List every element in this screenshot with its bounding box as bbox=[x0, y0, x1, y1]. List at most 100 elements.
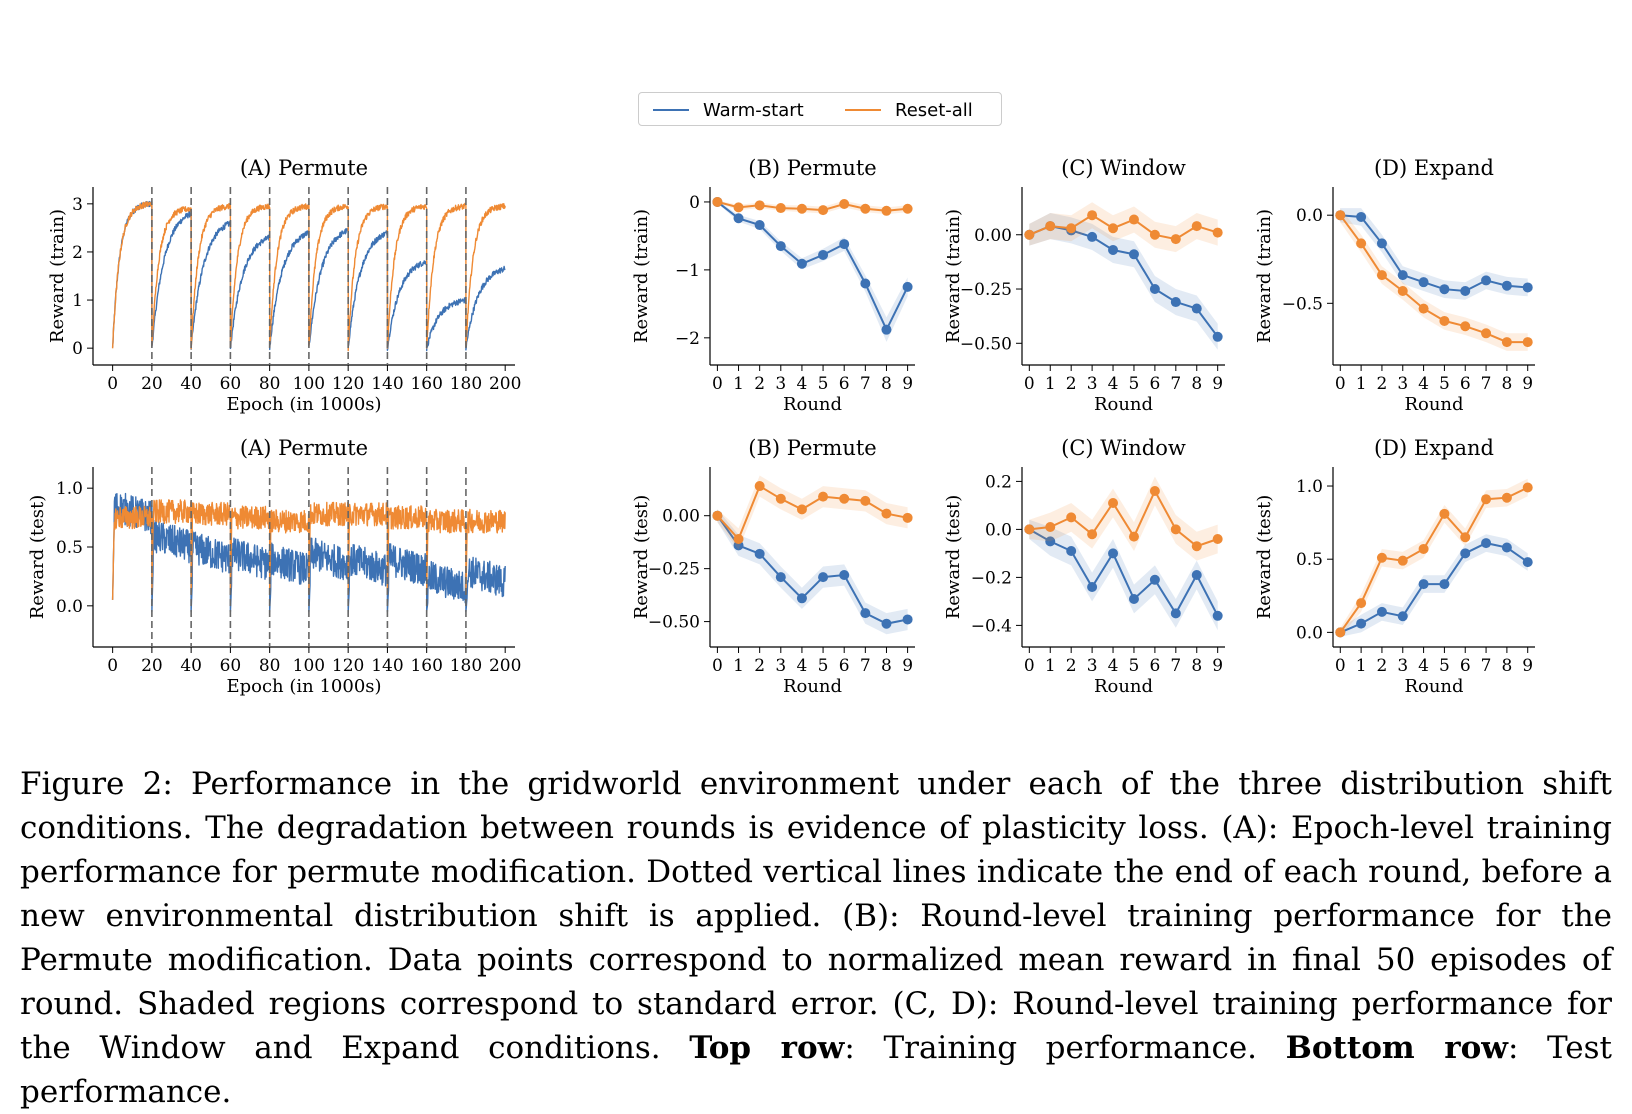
panel-5-xtick-label: 40 bbox=[180, 656, 202, 676]
panel-8-point-warm-start bbox=[1460, 548, 1471, 559]
panel-4-xtick-label: 3 bbox=[1397, 374, 1408, 394]
panel-8-point-reset-all bbox=[1397, 555, 1408, 566]
panel-6-point-reset-all bbox=[775, 493, 786, 504]
panel-4-point-warm-start bbox=[1376, 238, 1387, 249]
panel-2-point-reset-all bbox=[818, 205, 829, 216]
panel-4-xtick-label: 7 bbox=[1481, 374, 1492, 394]
panel-6-point-warm-start bbox=[754, 548, 765, 559]
panel-6-xtick-label: 4 bbox=[797, 656, 808, 676]
panel-2-point-reset-all bbox=[839, 198, 850, 209]
panel-6-point-warm-start bbox=[881, 618, 892, 629]
panel-2-point-warm-start bbox=[775, 241, 786, 252]
panel-4-point-reset-all bbox=[1481, 328, 1492, 339]
panel-2-point-reset-all bbox=[881, 205, 892, 216]
panel-6-ytick-label: −0.50 bbox=[648, 613, 700, 633]
panel-6-ytick-label: 0.00 bbox=[662, 507, 700, 527]
panel-8-point-reset-all bbox=[1439, 508, 1450, 519]
panel-1-xlabel: Epoch (in 1000s) bbox=[226, 394, 381, 415]
panel-6-xtick-label: 0 bbox=[712, 656, 723, 676]
panel-3-point-warm-start bbox=[1212, 331, 1223, 342]
panel-2-ytick-label: −1 bbox=[675, 261, 700, 281]
panel-3-point-warm-start bbox=[1170, 297, 1181, 308]
panel-5-xtick-label: 0 bbox=[107, 656, 118, 676]
panel-2-point-reset-all bbox=[796, 203, 807, 214]
panel-7-ytick-label: 0.2 bbox=[985, 472, 1012, 492]
panel-3-point-warm-start bbox=[1191, 303, 1202, 314]
panel-6-point-reset-all bbox=[902, 512, 913, 523]
panel-2-ylabel: Reward (train) bbox=[631, 209, 652, 343]
panel-2-point-reset-all bbox=[712, 196, 723, 207]
panel-5-xtick-label: 20 bbox=[141, 656, 163, 676]
panel-8-point-warm-start bbox=[1522, 557, 1533, 568]
panel-4-band-warm-start bbox=[1340, 208, 1528, 300]
caption-bold-bottom-row: Bottom row bbox=[1285, 1030, 1508, 1066]
panel-2-point-reset-all bbox=[754, 200, 765, 211]
panel-6-ytick-label: −0.25 bbox=[648, 560, 700, 580]
panel-1-xtick-label: 20 bbox=[141, 374, 163, 394]
figure-caption: Figure 2: Performance in the gridworld e… bbox=[20, 762, 1612, 1114]
panel-7-xtick-label: 8 bbox=[1191, 656, 1202, 676]
panel-5-xtick-label: 160 bbox=[410, 656, 442, 676]
panel-1-ytick-label: 3 bbox=[72, 195, 83, 215]
legend-item-reset-all: Reset-all bbox=[845, 99, 973, 121]
panel-3-xtick-label: 0 bbox=[1024, 374, 1035, 394]
panel-4-point-warm-start bbox=[1418, 277, 1429, 288]
panel-5-ylabel: Reward (test) bbox=[27, 495, 48, 620]
panel-6-title: (B) Permute bbox=[748, 436, 876, 460]
panel-7-xlabel: Round bbox=[1094, 676, 1153, 697]
panel-8-point-reset-all bbox=[1481, 494, 1492, 505]
panel-2-point-reset-all bbox=[902, 203, 913, 214]
panel-4-xtick-label: 6 bbox=[1460, 374, 1471, 394]
panel-7-point-warm-start bbox=[1066, 546, 1077, 556]
panel-5-xtick-label: 60 bbox=[220, 656, 242, 676]
panel-5-xlabel: Epoch (in 1000s) bbox=[226, 676, 381, 697]
panel-4-xlabel: Round bbox=[1404, 394, 1463, 415]
panel-3-band-reset-all bbox=[1029, 202, 1218, 253]
panel-6-point-reset-all bbox=[796, 504, 807, 515]
panel-6-point-warm-start bbox=[818, 572, 829, 583]
panel-8-point-warm-start bbox=[1418, 579, 1429, 590]
panel-8-point-reset-all bbox=[1335, 627, 1346, 638]
panel-8-xtick-label: 0 bbox=[1335, 656, 1346, 676]
panel-7-point-reset-all bbox=[1024, 524, 1035, 535]
panel-3-xtick-label: 3 bbox=[1087, 374, 1098, 394]
panel-4-xtick-label: 1 bbox=[1356, 374, 1367, 394]
panel-8-point-warm-start bbox=[1376, 606, 1387, 617]
panel-3-line-reset-all bbox=[1028, 214, 1218, 241]
panel-7-title: (C) Window bbox=[1061, 436, 1186, 460]
panel-2-title: (B) Permute bbox=[748, 156, 876, 180]
panel-6-xtick-label: 2 bbox=[754, 656, 765, 676]
panel-7-point-reset-all bbox=[1087, 529, 1098, 540]
panel-5-xtick-label: 180 bbox=[450, 656, 482, 676]
panel-6-line-reset-all bbox=[716, 484, 908, 541]
panel-1-xtick-label: 180 bbox=[450, 374, 482, 394]
panel-8-ytick-label: 0.0 bbox=[1296, 623, 1323, 643]
panel-8-xtick-label: 9 bbox=[1522, 656, 1533, 676]
panel-7-ytick-label: 0.0 bbox=[985, 520, 1012, 540]
panel-3-xtick-label: 7 bbox=[1170, 374, 1181, 394]
panel-1-xtick-label: 120 bbox=[332, 374, 364, 394]
panel-5-xtick-label: 80 bbox=[259, 656, 281, 676]
panel-4-point-reset-all bbox=[1460, 321, 1471, 332]
panel-1-xtick-label: 60 bbox=[220, 374, 242, 394]
panel-3-xtick-label: 6 bbox=[1149, 374, 1160, 394]
panel-3-point-reset-all bbox=[1087, 210, 1098, 221]
panel-4-point-reset-all bbox=[1356, 238, 1367, 249]
panel-4-point-reset-all bbox=[1376, 270, 1387, 281]
caption-text-2: : Training performance. bbox=[844, 1030, 1286, 1066]
panel-8-ytick-label: 1.0 bbox=[1296, 477, 1323, 497]
panel-3-xlabel: Round bbox=[1094, 394, 1153, 415]
panel-4-ylabel: Reward (train) bbox=[1254, 209, 1275, 343]
panel-6-xtick-label: 7 bbox=[860, 656, 871, 676]
panel-5-xtick-label: 140 bbox=[371, 656, 403, 676]
panel-4-point-reset-all bbox=[1397, 285, 1408, 296]
panel-6-ylabel: Reward (test) bbox=[631, 495, 652, 620]
panel-8-point-warm-start bbox=[1439, 579, 1450, 590]
panel-7-line-reset-all bbox=[1029, 488, 1219, 548]
panel-2-point-warm-start bbox=[839, 239, 850, 250]
panel-7-ylabel: Reward (test) bbox=[943, 495, 964, 620]
panel-6-point-warm-start bbox=[775, 572, 786, 583]
panel-8-xlabel: Round bbox=[1404, 676, 1463, 697]
panel-6-xtick-label: 1 bbox=[733, 656, 744, 676]
panel-4-point-warm-start bbox=[1501, 280, 1512, 291]
